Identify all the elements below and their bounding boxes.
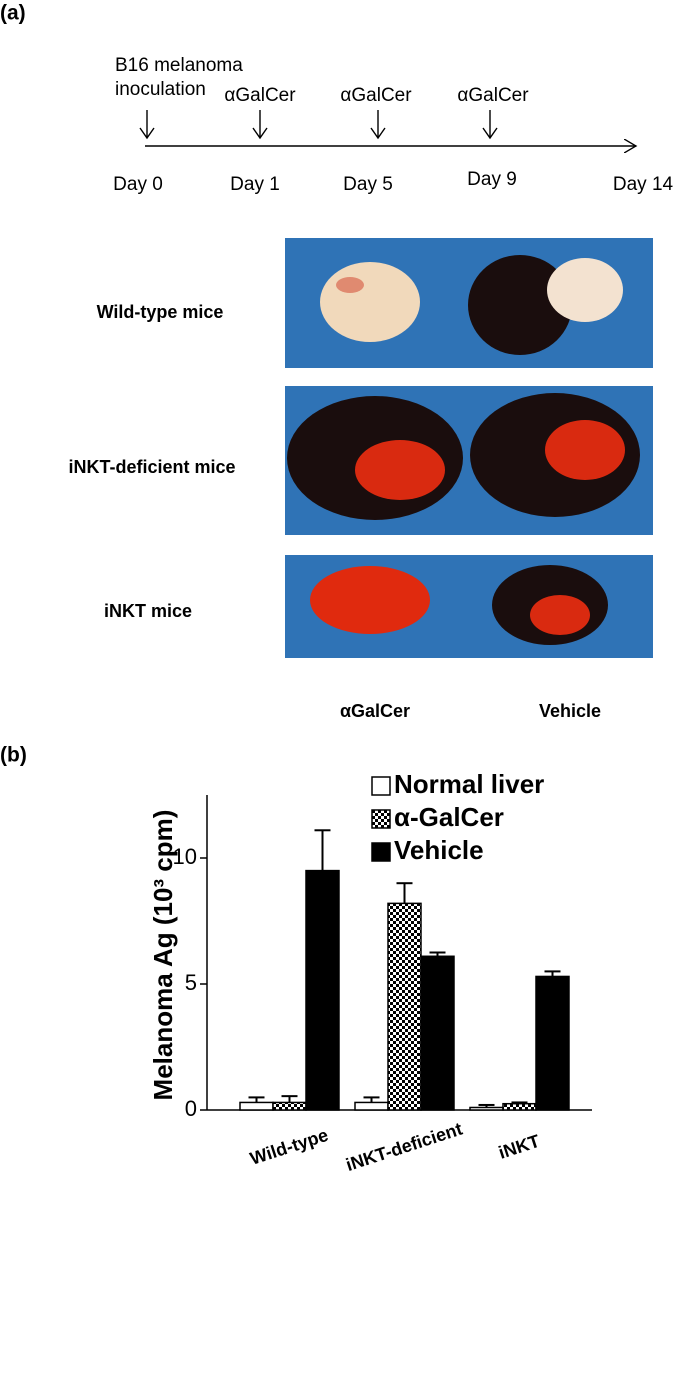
legend-label: Normal liver (394, 769, 544, 799)
bar (305, 869, 340, 1111)
x-tick-label: iNKT (496, 1131, 542, 1163)
bar (239, 1101, 274, 1111)
inoculation-label: B16 melanoma inoculation (115, 55, 243, 100)
legend-label: Vehicle (394, 835, 484, 865)
x-tick-label: Wild-type (248, 1125, 331, 1169)
treatment-label: αGalCer (224, 85, 296, 106)
y-tick-label: 0 (185, 1096, 197, 1121)
panel-label: (b) (0, 744, 27, 767)
legend-label: α-GalCer (394, 802, 504, 832)
day-label: Day 9 (467, 169, 517, 190)
x-tick-label: iNKT-deficient (343, 1119, 464, 1175)
column-label: Vehicle (539, 701, 601, 721)
treatment-label: αGalCer (457, 85, 529, 106)
day-label: Day 5 (343, 174, 393, 195)
y-tick-label: 5 (185, 970, 197, 995)
row-label: iNKT-deficient mice (68, 457, 235, 477)
legend-swatch (371, 842, 391, 862)
legend-swatch (371, 809, 391, 829)
row-label: Wild-type mice (97, 302, 224, 322)
bar (272, 1101, 307, 1111)
bar (502, 1102, 537, 1111)
bar (354, 1101, 389, 1111)
treatment-label: αGalCer (340, 85, 412, 106)
y-axis-title: Melanoma Ag (10³ cpm) (148, 810, 178, 1101)
day-label: Day 1 (230, 174, 280, 195)
bar (420, 955, 455, 1111)
timeline-arrows (139, 110, 498, 140)
liver-photos (285, 238, 653, 658)
bar (469, 1106, 504, 1111)
column-label: αGalCer (340, 701, 410, 721)
row-label: iNKT mice (104, 601, 192, 621)
legend-swatch (371, 776, 391, 796)
day-label: Day 0 (113, 174, 163, 195)
day-label: Day 14 (613, 174, 674, 195)
bar (387, 902, 422, 1111)
bar (535, 975, 570, 1111)
y-tick-label: 10 (173, 844, 197, 869)
panel-label: (a) (0, 2, 26, 25)
